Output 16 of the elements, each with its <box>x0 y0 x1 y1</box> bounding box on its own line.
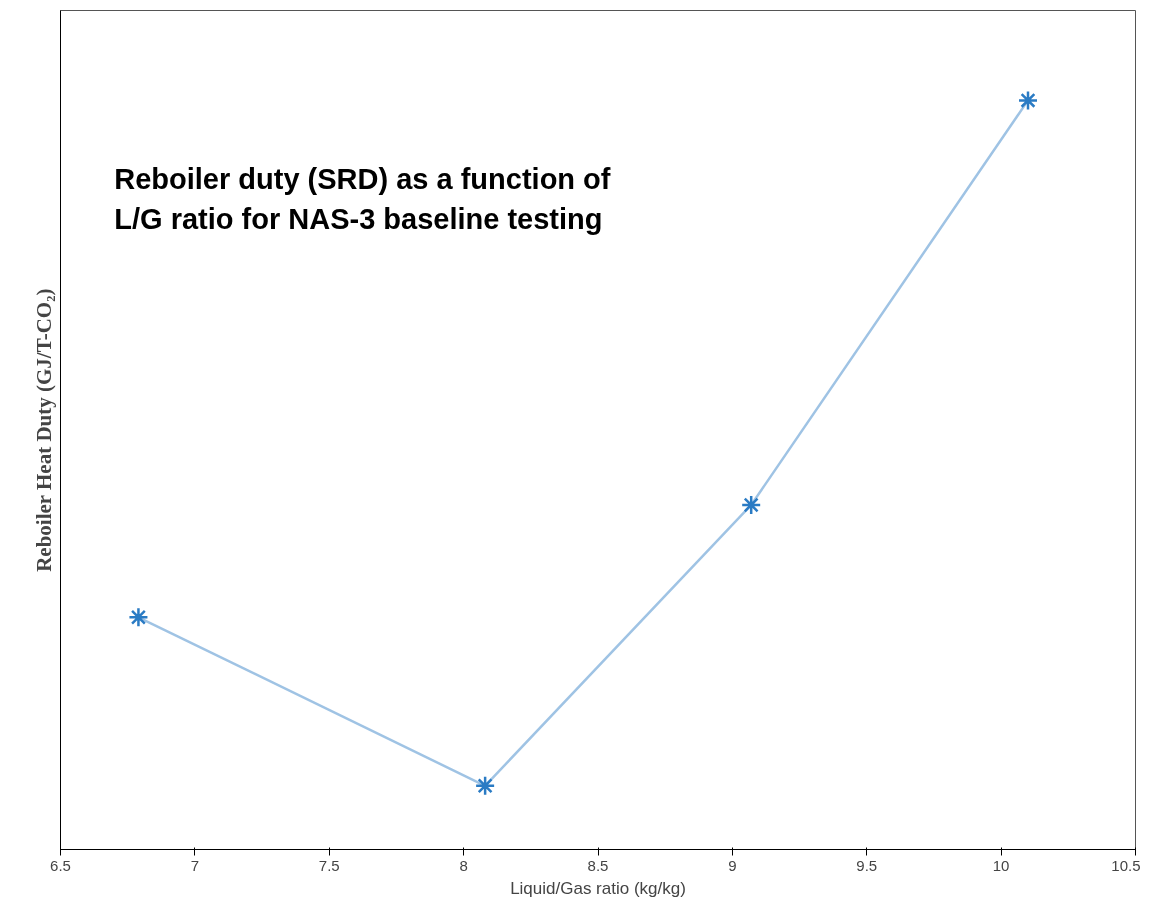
point <box>474 775 496 797</box>
x-tick-label: 8.5 <box>587 856 609 874</box>
text: Reboiler duty (SRD) as a function of L/G ratio for NAS-3 baseline testing <box>114 163 611 236</box>
point <box>1017 90 1039 111</box>
x-tick-label: 10 <box>992 856 1010 874</box>
x-tick-label: 6.5 <box>50 856 71 874</box>
x-axis-title: Liquid/Gas ratio (kg/kg) <box>510 878 686 898</box>
x-tick-label: 9.5 <box>856 856 878 874</box>
x-tick-label: 7 <box>190 856 200 874</box>
x-tick-label: 8 <box>459 856 468 874</box>
point <box>128 607 149 628</box>
y-axis-title: Reboiler Heat Duty (GJ/T-CO₂) <box>31 288 56 572</box>
x-tick-label: 7.5 <box>318 856 340 874</box>
x-tick-label: 9 <box>728 856 737 874</box>
x-tick-label: 10.5 <box>1111 856 1141 874</box>
point <box>740 494 762 516</box>
